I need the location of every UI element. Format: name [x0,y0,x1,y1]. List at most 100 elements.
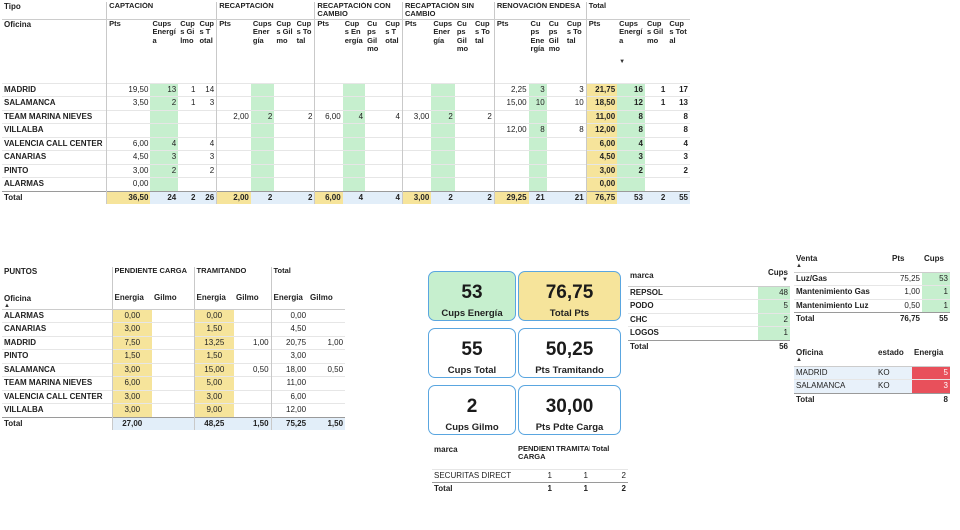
table-row[interactable]: Luz/Gas 75,25 53 [794,271,950,286]
table-row[interactable]: VALENCIA CALL CENTER 6,00 4 4 6,00 4 4 [2,136,690,151]
con-sub-header-3[interactable]: Cups Total [385,19,400,45]
card-value: 55 [461,339,483,360]
estado-header[interactable]: estado [876,348,912,367]
card-cups-total[interactable]: 55 Cups Total [428,328,516,378]
group-captacion[interactable]: CAPTACIÓN [106,2,217,20]
cups-header[interactable]: Cups [922,254,950,273]
card-pts-pdte-carga[interactable]: 30,00 Pts Pdte Carga [518,385,621,435]
table-row[interactable]: REPSOL 48 [628,285,790,300]
tramitando-header[interactable]: TRAMITANDO [556,445,590,453]
group-total[interactable]: Total [270,267,346,287]
sin-sub-header-0[interactable]: Pts [402,19,432,84]
table-row[interactable]: LOGOS 1 [628,326,790,340]
oficina-header[interactable]: Oficina ▲ [794,348,876,367]
tot-sub-header-1[interactable]: Cups Energía ▼ [617,19,645,83]
pend-energia-header[interactable]: Energia [111,287,152,310]
table-row[interactable]: PINTO 1,50 1,50 3,00 [2,349,346,363]
tot-sub-header-2[interactable]: Cups Gilmo [646,19,664,45]
table-row[interactable]: CANARIAS 4,50 3 3 4,50 3 3 [2,150,690,165]
tot-sub-header-0[interactable]: Pts [585,19,618,84]
group-pendiente-carga[interactable]: PENDIENTE CARGA [111,267,195,287]
table-row[interactable]: PINTO 3,00 2 2 3,00 2 2 [2,163,690,178]
total-header[interactable]: Total [592,445,610,453]
sin-sub-header-1[interactable]: Cups Energía [433,19,453,45]
cap-sub-header-0[interactable]: Pts [106,19,151,84]
sin-cell-1 [431,163,455,178]
table-row[interactable]: CHC 2 [628,312,790,327]
sort-desc-icon[interactable]: ▼ [619,59,626,66]
rec-cell-0 [216,123,251,138]
tot-sub-header-3[interactable]: Cups Total [669,19,687,45]
sort-asc-icon[interactable]: ▲ [796,263,802,269]
table-row[interactable]: VALENCIA CALL CENTER 3,00 3,00 6,00 [2,389,346,404]
table-row[interactable]: MADRID KO 5 [794,365,950,380]
sort-asc-icon[interactable]: ▲ [4,302,10,309]
group-recaptacion[interactable]: RECAPTACIÓN [216,2,315,20]
sin-sub-header-2[interactable]: Cups Gilmo [456,19,469,54]
pts-header[interactable]: Pts [890,254,922,273]
pendiente-header[interactable]: PENDIENTE CARGA [518,445,554,462]
sort-desc-icon[interactable]: ▼ [782,277,788,284]
card-total-pts[interactable]: 76,75 Total Pts [518,271,621,321]
table-row[interactable]: SALAMANCA KO 3 [794,379,950,393]
marca-header[interactable]: marca [434,445,458,454]
group-recaptacion-sin-cambio[interactable]: RECAPTACIÓN SIN CAMBIO [402,2,495,20]
tot-cell-2 [644,163,668,178]
rec-sub-header-1[interactable]: Cups Energía [252,19,272,45]
cap-sub-header-2[interactable]: Cups Gilmo [180,19,195,45]
sort-asc-icon[interactable]: ▲ [796,357,802,363]
tot-cell-3: 8 [667,109,690,124]
table-row[interactable]: ALARMAS 0,00 0,00 0,00 [2,308,346,323]
group-renovacion-endesa[interactable]: RENOVACIÓN ENDESA [493,2,587,20]
card-label: Pts Pdte Carga [535,422,604,433]
rec-sub-header-0[interactable]: Pts [216,19,251,84]
cap-sub-header-1[interactable]: Cups Energía [152,19,176,45]
table-row[interactable]: PODO 5 [628,299,790,313]
table-row[interactable]: TEAM MARINA NIEVES 6,00 5,00 11,00 [2,376,346,390]
venta-header[interactable]: Venta ▲ [794,254,890,273]
table-row[interactable]: CANARIAS 3,00 1,50 4,50 [2,322,346,336]
sin-sub-header-3[interactable]: Cups Total [474,19,490,45]
rec-sub-header-3[interactable]: Cups Total [296,19,312,45]
table-row[interactable]: VILLALBA 12,00 8 8 12,00 8 8 [2,123,690,138]
marca-header[interactable]: marca [628,266,758,287]
table-row[interactable]: SALAMANCA 3,50 2 1 3 15,00 10 10 18,50 12 1 13 [2,96,690,111]
tram-energia-header[interactable]: Energia [193,287,235,310]
con-sub-header-1[interactable]: Cups Energía [344,19,363,45]
tot-energia-header[interactable]: Energia [270,287,309,310]
ren-sub-header-2[interactable]: Cups Gilmo [548,19,560,54]
tot-cell-3: 13 [667,96,690,111]
table-row[interactable]: MADRID 7,50 13,25 1,00 20,75 1,00 [2,335,346,350]
group-tramitando[interactable]: TRAMITANDO [193,267,272,287]
tot-cell-2 [644,123,668,138]
table-row[interactable]: TEAM MARINA NIEVES 2,00 2 2 6,00 4 4 3,00 2 2 11,0… [2,109,690,124]
cups-header[interactable]: Cups ▼ [758,266,790,287]
table-row[interactable]: VILLALBA 3,00 9,00 12,00 [2,403,346,417]
card-cups-gilmo[interactable]: 2 Cups Gilmo [428,385,516,435]
ren-sub-header-1[interactable]: Cups Energía [530,19,545,54]
group-recaptacion-con-cambio[interactable]: RECAPTACIÓN CON CAMBIO [314,2,403,20]
table-row[interactable]: SALAMANCA 3,00 15,00 0,50 18,00 0,50 [2,362,346,377]
cap-sub-header-3[interactable]: Cups Total [199,19,215,45]
con-sub-header-0[interactable]: Pts [314,19,343,84]
ren-sub-header-3[interactable]: Cups Total [566,19,582,45]
pend-gilmo-header[interactable]: Gilmo [152,287,195,310]
table-row[interactable]: Mantenimiento Luz 0,50 1 [794,298,950,313]
ren-sub-header-0[interactable]: Pts [493,19,529,84]
puntos-header[interactable]: PUNTOS [4,267,38,276]
oficina-header[interactable]: Oficina ▲ [2,287,112,310]
tipo-header[interactable]: Tipo [2,2,107,20]
table-row[interactable]: Mantenimiento Gas 1,00 1 [794,285,950,299]
card-pts-tramitando[interactable]: 50,25 Pts Tramitando [518,328,621,378]
card-cups-energia[interactable]: 53 Cups Energía [428,271,516,321]
tot-gilmo-header[interactable]: Gilmo [308,287,346,310]
table-row[interactable]: ALARMAS 0,00 0,00 [2,177,690,192]
group-total[interactable]: Total [585,2,690,20]
table-row[interactable]: SECURITAS DIRECT 1 1 2 [432,468,628,483]
con-sub-header-2[interactable]: Cups Gilmo [367,19,379,54]
table-row[interactable]: MADRID 19,50 13 1 14 2,25 3 3 21,75 16 1 17 [2,82,690,97]
rec-sub-header-2[interactable]: Cups Gilmo [276,19,293,45]
energia-header[interactable]: Energia [912,348,950,367]
oficina-header[interactable]: Oficina [4,19,32,29]
tram-gilmo-header[interactable]: Gilmo [234,287,272,310]
